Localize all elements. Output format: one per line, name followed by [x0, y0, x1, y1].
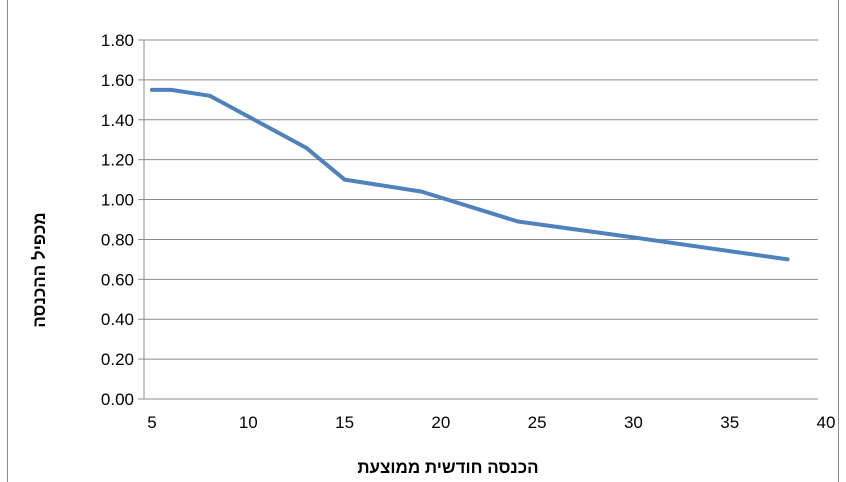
- data-point: [207, 93, 212, 98]
- x-tick-label: 40: [817, 413, 836, 432]
- x-tick-label: 5: [147, 413, 156, 432]
- y-axis-title: מכפיל ההכנסה: [30, 212, 49, 327]
- data-point: [515, 219, 520, 224]
- y-tick-label: 1.80: [101, 31, 134, 50]
- y-tick-label: 0.00: [101, 390, 134, 409]
- data-point: [150, 87, 154, 92]
- x-tick-label: 35: [720, 413, 739, 432]
- x-axis: 5 10 15 20 25 30 35 40: [147, 413, 835, 432]
- y-tick-label: 1.60: [101, 71, 134, 90]
- y-tick-label: 0.20: [101, 350, 134, 369]
- x-tick-label: 30: [624, 413, 643, 432]
- y-axis: 0.00 0.20 0.40 0.60 0.80 1.00 1.20 1.40 1.60 1.80: [101, 31, 145, 409]
- data-point: [419, 189, 424, 194]
- x-tick-label: 10: [239, 413, 258, 432]
- data-point: [304, 145, 309, 150]
- y-tick-label: 0.40: [101, 310, 134, 329]
- y-tick-label: 1.00: [101, 191, 134, 210]
- series-layer: [150, 87, 790, 262]
- data-point: [785, 257, 790, 262]
- x-tick-label: 20: [431, 413, 450, 432]
- y-tick-label: 0.60: [101, 270, 134, 289]
- y-tick-label: 1.20: [101, 151, 134, 170]
- data-point: [342, 177, 347, 182]
- gridlines: [144, 39, 818, 400]
- data-point: [169, 87, 174, 92]
- series-line: [150, 87, 790, 262]
- y-tick-label: 1.40: [101, 111, 134, 130]
- chart-frame: [7, 0, 839, 482]
- x-tick-label: 25: [528, 413, 547, 432]
- x-axis-title: הכנסה חודשית ממוצעת: [357, 458, 538, 477]
- data-point: [631, 235, 636, 240]
- y-tick-label: 0.80: [101, 230, 134, 249]
- x-tick-label: 15: [335, 413, 354, 432]
